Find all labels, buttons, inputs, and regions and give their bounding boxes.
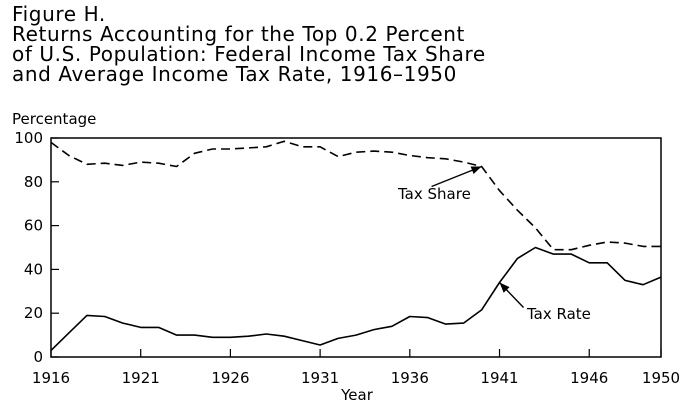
annotation-layer: Tax Share Tax Rate [397,165,591,323]
y-tick-label: 40 [24,260,43,278]
arrow-head [499,282,510,293]
figure-title-block: Figure H. Returns Accounting for the Top… [12,4,486,84]
x-tick-label: 1941 [480,369,518,387]
y-axis: 0 20 40 60 80 100 [14,129,59,366]
y-tick-label: 60 [24,217,43,235]
series-line-tax-share [50,140,661,251]
y-axis-label: Percentage [12,110,96,128]
y-tick-label: 80 [24,173,43,191]
x-axis: 1916 1921 1926 1931 1936 1941 1946 1950 [32,349,680,387]
x-tick-label: 1936 [391,369,429,387]
x-tick-label: 1916 [32,369,70,387]
figure-title-line-1: Returns Accounting for the Top 0.2 Perce… [12,22,465,46]
x-tick-label: 1926 [211,369,249,387]
figure-title-line-3: and Average Income Tax Rate, 1916–1950 [12,62,457,86]
x-tick-label: 1946 [570,369,608,387]
series-line-tax-rate [50,246,662,351]
figure-label: Figure H. [12,2,106,26]
y-tick-label: 20 [24,304,43,322]
x-axis-label: Year [340,386,374,404]
x-tick-label: 1931 [301,369,339,387]
plot-frame [50,137,662,358]
series-layer [50,140,662,351]
annotation-tax-share: Tax Share [397,185,471,203]
x-tick-label: 1921 [122,369,160,387]
figure-title-line-2: of U.S. Population: Federal Income Tax S… [12,42,486,66]
arrow-head [470,166,482,175]
x-tick-label: 1950 [642,369,680,387]
annotation-tax-rate: Tax Rate [526,305,591,323]
y-tick-label: 100 [14,129,43,147]
y-tick-label: 0 [33,348,43,366]
